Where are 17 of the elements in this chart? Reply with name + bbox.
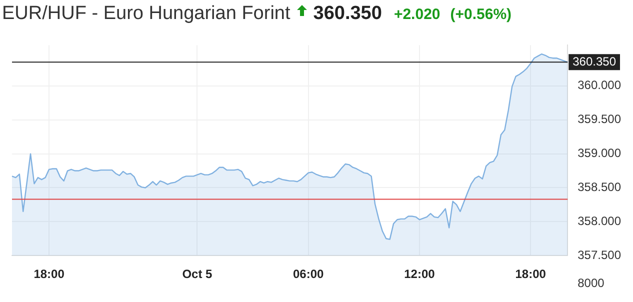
- x-tick-label: 18:00: [515, 267, 546, 282]
- y-tick-label: 358.500: [578, 180, 622, 194]
- x-tick-label: 12:00: [404, 267, 436, 282]
- y-tick-label: 358.000: [578, 214, 622, 228]
- x-tick-label: Oct 5: [182, 267, 213, 282]
- chart-title: EUR/HUF - Euro Hungarian Forint: [2, 3, 290, 25]
- text: (+0.56%): [450, 6, 512, 22]
- y-tick-label: 360.000: [578, 78, 622, 92]
- x-tick-label: 06:00: [292, 267, 324, 282]
- x-tick-label: 18:00: [34, 267, 65, 282]
- text: 8000: [578, 276, 605, 290]
- y-tick-label: 357.500: [578, 248, 622, 262]
- ref-line-label: 360.350: [572, 54, 616, 68]
- chart-subtitle: 360.350: [313, 3, 382, 25]
- y-tick-label: 359.000: [578, 146, 622, 160]
- text: +2.020: [394, 6, 440, 22]
- y-tick-label: 359.500: [578, 112, 622, 126]
